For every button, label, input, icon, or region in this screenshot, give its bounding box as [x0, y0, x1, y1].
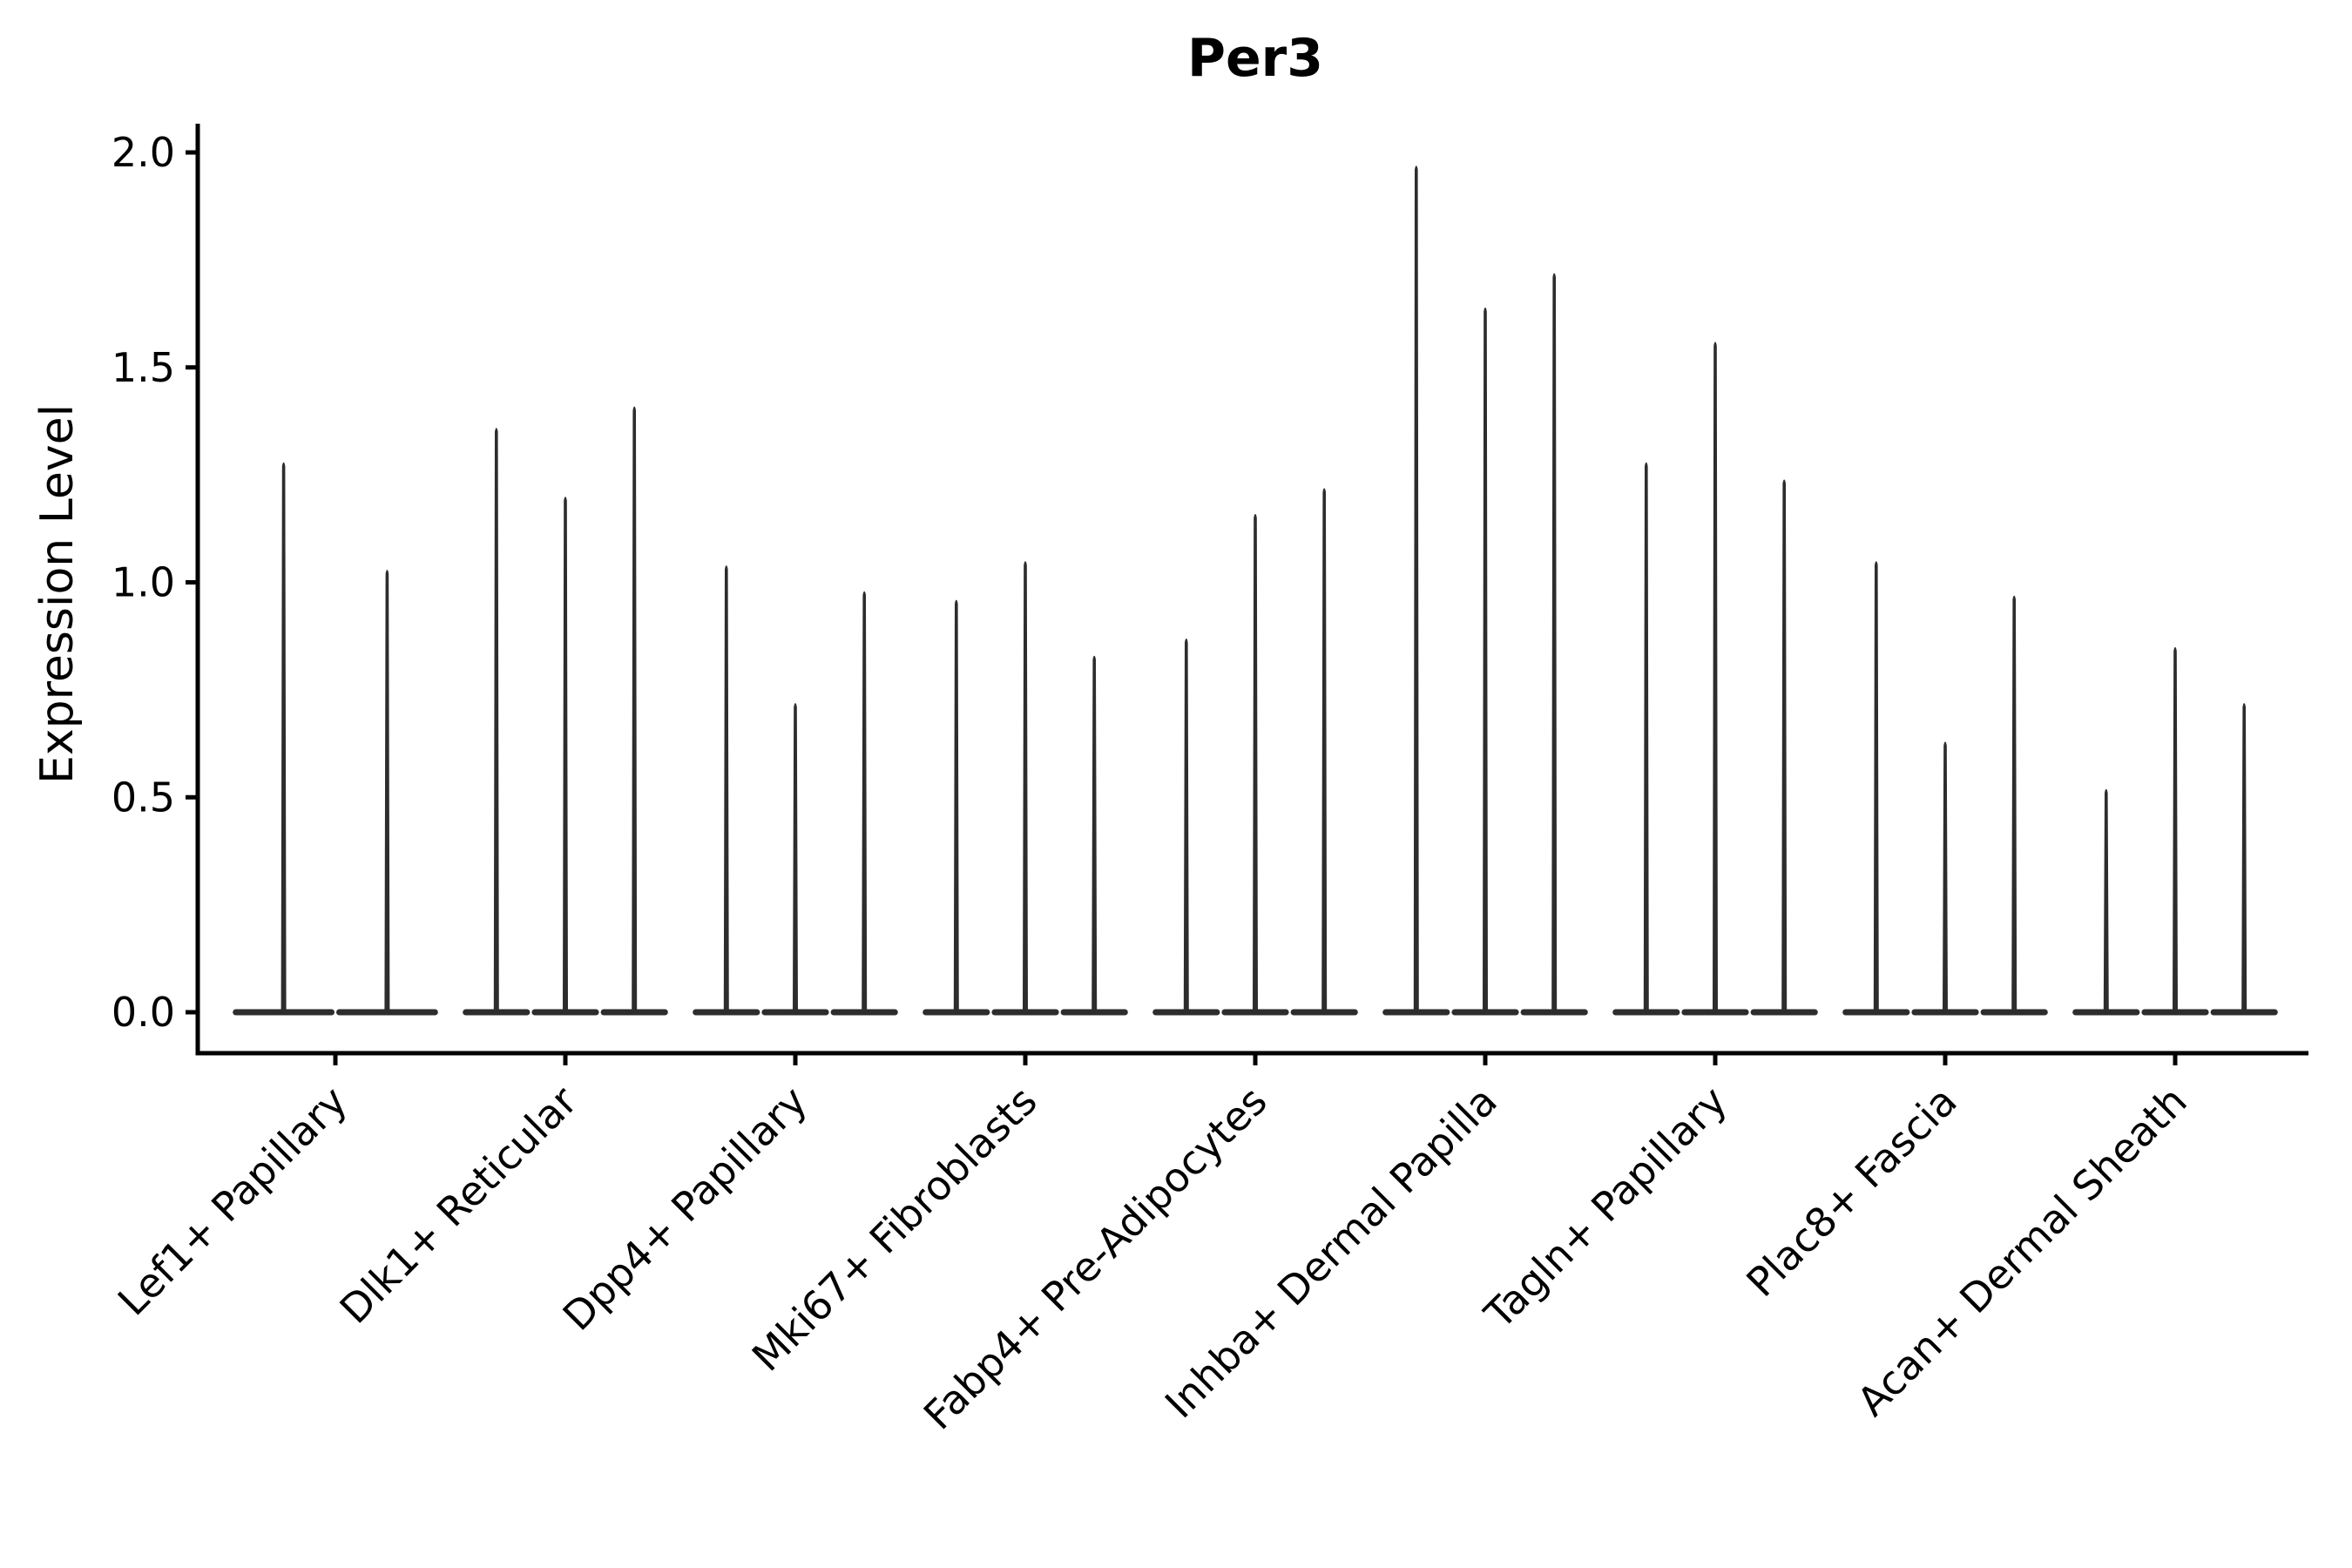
violin-spike — [1413, 166, 1419, 1013]
x-tick-label: Dlk1+ Reticular — [331, 1078, 586, 1333]
violin-spike — [1092, 655, 1098, 1013]
y-tick-label: 1.0 — [112, 559, 175, 606]
violin-spike — [563, 497, 568, 1013]
violin-spike — [953, 599, 959, 1013]
violin-spike — [493, 428, 499, 1013]
violin-spike — [2011, 595, 2017, 1013]
y-axis-label: Expression Level — [31, 403, 84, 785]
x-tick-label: Tagln+ Papillary — [1475, 1078, 1736, 1339]
violin-spike — [1551, 273, 1558, 1013]
violin-spike — [1483, 308, 1488, 1013]
violin-spike — [1321, 488, 1328, 1013]
violin-spike — [1873, 561, 1879, 1013]
violin-spike — [2173, 646, 2178, 1013]
violin-spike — [2103, 788, 2109, 1013]
violin-spike — [862, 591, 868, 1013]
violin-spike — [1943, 741, 1948, 1013]
violin-spike — [280, 462, 287, 1013]
violin-spike — [1643, 462, 1649, 1013]
x-tick-label: Dpp4+ Papillary — [554, 1078, 816, 1340]
y-tick-label: 0.0 — [112, 989, 175, 1036]
y-tick-label: 2.0 — [112, 129, 175, 176]
violin-spike — [723, 565, 729, 1013]
x-tick-label: Plac8+ Fascia — [1737, 1078, 1965, 1306]
violin-spike — [1253, 513, 1258, 1013]
violin-spike — [1183, 639, 1189, 1013]
axis-line — [195, 124, 2308, 1056]
violin-spike — [793, 703, 798, 1013]
violin-spike — [384, 570, 390, 1013]
violin-spike — [1713, 341, 1718, 1013]
chart-title: Per3 — [1186, 28, 1324, 89]
violin-spike — [632, 406, 638, 1013]
y-tick-label: 1.5 — [112, 344, 175, 391]
y-tick-label: 0.5 — [112, 774, 175, 821]
violin-spike — [1023, 561, 1028, 1013]
violin-spike — [1781, 479, 1788, 1013]
violin-spike — [2241, 703, 2247, 1013]
x-tick-label: Lef1+ Papillary — [109, 1078, 356, 1325]
